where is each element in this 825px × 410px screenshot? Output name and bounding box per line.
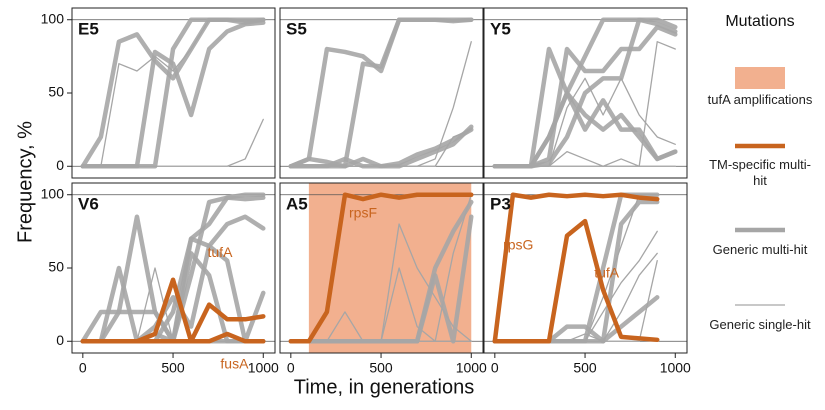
x-tick-label: 1000: [456, 360, 487, 376]
panel: S5: [279, 7, 484, 179]
x-tick-label: 500: [161, 360, 185, 376]
panel-label: S5: [286, 19, 307, 38]
series-line: [82, 118, 264, 167]
x-tick-label: 500: [573, 360, 597, 376]
legend-label: TM-specific multi-hit: [709, 157, 811, 188]
panel: E5 0 50 100: [41, 7, 276, 179]
series-label: tufA: [594, 265, 620, 281]
series-line: [290, 194, 472, 342]
y-axis-label: Frequency, %: [14, 121, 36, 243]
series-line: [82, 19, 264, 167]
panel: Y5: [483, 7, 688, 179]
panel-label: A5: [286, 194, 308, 213]
series-line: [80, 17, 266, 169]
legend-swatch: [735, 67, 785, 89]
series-line: [492, 199, 660, 344]
x-tick-label: 0: [491, 360, 499, 376]
y-tick-label: 0: [56, 332, 64, 348]
series-label: rpsF: [349, 204, 377, 220]
panel-frame: [483, 7, 688, 179]
series-line: [494, 260, 658, 342]
series-label: tufA: [208, 244, 234, 260]
series-line: [288, 192, 474, 344]
y-tick-label: 100: [41, 185, 65, 201]
x-tick-label: 0: [287, 360, 295, 376]
series-line: [80, 214, 266, 344]
legend-label: Generic single-hit: [709, 317, 811, 332]
series-line: [494, 150, 676, 167]
series-label: rpsG: [503, 237, 533, 253]
series-line: [492, 218, 660, 344]
y-tick-label: 100: [41, 10, 65, 26]
x-tick-label: 0: [79, 360, 87, 376]
series-label: fusA: [220, 355, 249, 371]
panel-label: V6: [78, 194, 99, 213]
series-line: [492, 192, 660, 344]
x-axis-label: Time, in generations: [294, 376, 474, 398]
x-tick-label: 1000: [248, 360, 279, 376]
legend-label: tufA amplifications: [707, 92, 813, 107]
panel-frame: [279, 7, 484, 179]
y-tick-label: 0: [56, 157, 64, 173]
series-line: [290, 128, 472, 167]
panel: rpsF A5 0 500 1000: [279, 182, 487, 376]
y-tick-label: 50: [48, 84, 64, 100]
legend-label: Generic multi-hit: [712, 242, 808, 257]
panel-frame: [71, 7, 276, 179]
x-tick-label: 500: [369, 360, 393, 376]
series-line: [80, 331, 266, 344]
x-tick-label: 1000: [660, 360, 691, 376]
panel-label: P3: [490, 194, 511, 213]
series-line: [492, 295, 660, 344]
panel-label: Y5: [490, 19, 511, 38]
legend-title: Mutations: [725, 13, 794, 30]
y-tick-label: 50: [48, 259, 64, 275]
panel: rpsG tufA P3 0 500 1000: [483, 182, 691, 376]
panel-label: E5: [78, 19, 99, 38]
series-line: [288, 17, 474, 169]
